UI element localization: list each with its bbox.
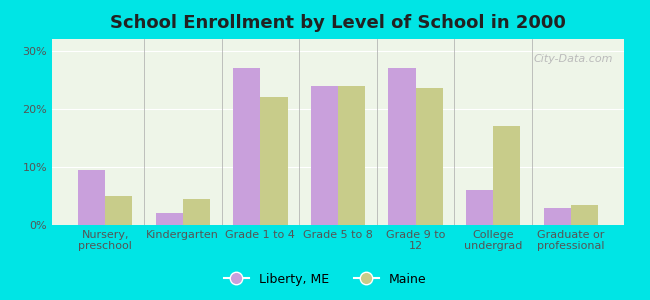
Legend: Liberty, ME, Maine: Liberty, ME, Maine — [218, 268, 432, 291]
Bar — [543, 208, 571, 225]
Text: City-Data.com: City-Data.com — [533, 54, 612, 64]
Bar — [415, 88, 443, 225]
Bar — [233, 68, 261, 225]
Bar — [105, 196, 133, 225]
Bar — [183, 199, 210, 225]
Title: School Enrollment by Level of School in 2000: School Enrollment by Level of School in … — [110, 14, 566, 32]
Bar — [261, 97, 287, 225]
Bar — [389, 68, 415, 225]
Bar — [571, 205, 598, 225]
Bar — [493, 126, 521, 225]
Bar — [466, 190, 493, 225]
Bar — [311, 85, 338, 225]
Bar — [78, 170, 105, 225]
Bar — [155, 213, 183, 225]
Bar — [338, 85, 365, 225]
